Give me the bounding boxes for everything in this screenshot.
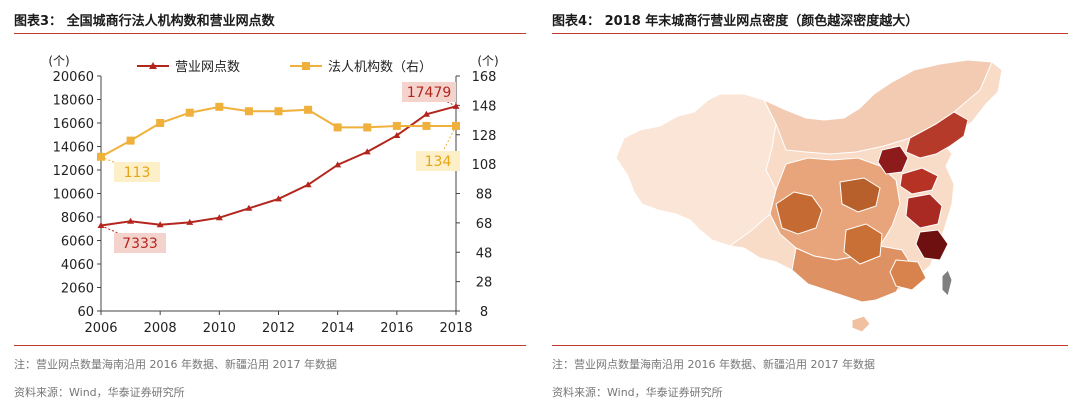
right-y-tick-label: 168 xyxy=(472,70,497,85)
map-region-sichuan xyxy=(775,191,823,235)
branches-data-point xyxy=(422,110,430,117)
x-tick-label: 2018 xyxy=(439,321,472,336)
branches-data-point xyxy=(304,181,312,188)
map-region-south xyxy=(791,245,913,303)
right-y-tick-label: 8 xyxy=(480,305,488,320)
right-figure-title: 图表4： 2018 年末城商行营业网点密度（颜色越深密度越大） xyxy=(552,14,919,29)
left-axis-unit: (个) xyxy=(48,54,69,68)
map-region-jiangsu xyxy=(905,193,943,229)
left-note: 注：营业网点数量海南沿用 2016 年数据、新疆沿用 2017 年数据 xyxy=(14,358,337,371)
right-note: 注：营业网点数量海南沿用 2016 年数据、新疆沿用 2017 年数据 xyxy=(552,358,875,371)
legend-label: 营业网点数 xyxy=(175,60,240,75)
branches-data-point xyxy=(97,222,105,229)
right-title-rule xyxy=(552,33,1068,34)
legal-entities-data-point xyxy=(392,121,401,130)
left-y-tick-label: 14060 xyxy=(53,141,94,156)
legal-entities-data-point xyxy=(156,119,165,127)
branches-data-point xyxy=(156,221,164,228)
legal-entities-data-point xyxy=(274,107,283,116)
branches-and-entities-line-chart: 60 2060 4060 6060 8060 10060 12060 14060 16060 18… xyxy=(48,54,498,336)
legal-entities-data-point xyxy=(215,102,224,111)
map-region-henan xyxy=(839,177,881,213)
map-region-northeast xyxy=(905,111,969,159)
left-title-rule xyxy=(14,33,526,34)
legend-square-marker xyxy=(302,62,310,70)
right-y-tick-label: 88 xyxy=(476,188,493,203)
right-y-tick-label: 128 xyxy=(472,129,497,144)
legal-entities-data-point xyxy=(304,105,313,114)
legal-entities-data-point xyxy=(422,121,431,130)
callout-box xyxy=(114,162,160,182)
x-tick-label: 2010 xyxy=(203,321,236,336)
callout-box xyxy=(114,233,166,253)
left-y-tick-label: 60 xyxy=(77,305,94,320)
x-tick-label: 2008 xyxy=(144,321,177,336)
map-region-fujian xyxy=(889,259,927,291)
callout-box xyxy=(416,151,460,171)
legal-entities-data-point xyxy=(185,108,194,117)
map-region-north xyxy=(762,59,993,155)
legend-triangle-marker xyxy=(149,62,157,69)
x-tick-label: 2006 xyxy=(84,321,117,336)
map-region-shandong xyxy=(899,167,939,195)
right-figure-panel: 图表4： 2018 年末城商行营业网点密度（颜色越深密度越大） 注： xyxy=(540,0,1080,408)
branches-data-point xyxy=(127,217,135,224)
branches-data-point xyxy=(334,161,342,168)
right-bottom-rule xyxy=(552,345,1068,346)
china-density-map xyxy=(615,59,1003,333)
x-tick-label: 2012 xyxy=(262,321,295,336)
callout-label: 134 xyxy=(425,154,452,170)
map-region-jingjinji xyxy=(877,145,909,175)
map-region-zhejiang xyxy=(915,229,949,261)
left-figure-panel: 图表3： 全国城商行法人机构数和营业网点数 60 2060 4060 6060 8060… xyxy=(14,14,526,399)
callout-label: 113 xyxy=(124,165,151,181)
branches-data-point xyxy=(275,195,282,202)
legend-label: 法人机构数（右） xyxy=(328,60,432,75)
right-axis-unit: (个) xyxy=(477,54,498,68)
x-tick-label: 2014 xyxy=(321,321,354,336)
branches-data-point xyxy=(393,131,401,138)
left-y-tick-label: 8060 xyxy=(61,211,94,226)
left-y-tick-label: 20060 xyxy=(53,70,94,85)
left-y-tick-label: 6060 xyxy=(61,235,94,250)
right-y-tick-label: 148 xyxy=(472,99,497,114)
x-tick-label: 2016 xyxy=(380,321,413,336)
map-hainan xyxy=(851,315,871,333)
left-y-tick-label: 16060 xyxy=(53,117,94,132)
right-source: 资料来源：Wind，华泰证券研究所 xyxy=(552,386,723,399)
legal-entities-data-point xyxy=(333,123,342,132)
right-y-tick-label: 108 xyxy=(472,158,497,173)
legal-entities-data-point xyxy=(244,107,253,116)
callout-label: 17479 xyxy=(407,85,452,101)
left-source: 资料来源：Wind，华泰证券研究所 xyxy=(14,386,185,399)
right-y-tick-label: 68 xyxy=(476,217,493,232)
left-figure-title: 图表3： 全国城商行法人机构数和营业网点数 xyxy=(14,14,275,29)
map-taiwan xyxy=(941,269,953,297)
left-y-tick-label: 12060 xyxy=(53,164,94,179)
left-y-tick-label: 2060 xyxy=(61,282,94,297)
callout-box xyxy=(402,82,456,102)
legal-entities-data-point xyxy=(363,123,372,132)
legal-entities-data-point xyxy=(126,136,135,145)
branches-data-point xyxy=(215,214,223,221)
left-y-tick-label: 18060 xyxy=(53,94,94,109)
branches-data-point xyxy=(245,204,253,211)
left-bottom-rule xyxy=(14,345,526,346)
right-y-tick-label: 48 xyxy=(476,246,493,261)
branches-data-point xyxy=(363,148,371,155)
map-region-hunan xyxy=(843,223,883,265)
map-region-west xyxy=(615,93,777,247)
callout-label: 7333 xyxy=(122,236,158,252)
left-y-tick-label: 4060 xyxy=(61,258,94,273)
branches-data-point xyxy=(186,218,194,225)
right-y-tick-label: 28 xyxy=(476,276,493,291)
left-y-tick-label: 10060 xyxy=(53,188,94,203)
